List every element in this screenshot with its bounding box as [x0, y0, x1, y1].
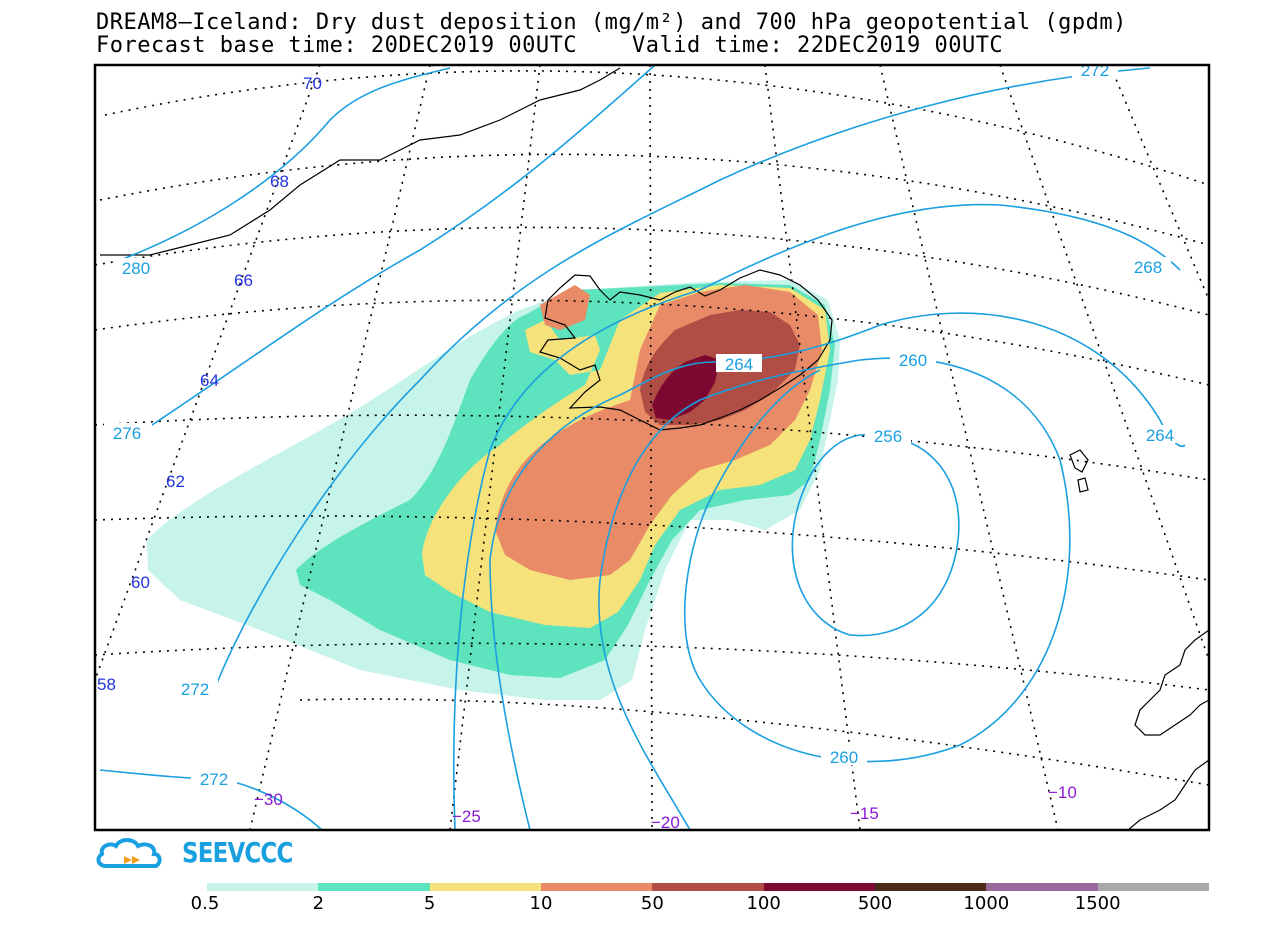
lat-label-62: 62 — [166, 472, 185, 491]
dust-band-100 — [652, 355, 720, 420]
contour-label-260-north: 260 — [899, 351, 927, 370]
graticule — [95, 65, 1209, 830]
map-title: DREAM8–Iceland: Dry dust deposition (mg/… — [96, 10, 1127, 35]
longitude-label-group: −30 −25 −20 −15 −10 — [254, 783, 1077, 832]
contour-256 — [791, 433, 960, 637]
legend-label: 2 — [312, 893, 325, 914]
contour-260 — [598, 357, 1071, 830]
contour-label-276: 276 — [113, 424, 141, 443]
dust-band-10-nw — [540, 285, 590, 330]
legend-label: 1000 — [963, 893, 1010, 914]
lon-label-30: −30 — [254, 790, 283, 809]
lon-label-20: −20 — [651, 813, 680, 832]
contour-label-256: 256 — [874, 427, 902, 446]
color-legend-bar — [207, 883, 1209, 891]
norway-coast — [1134, 629, 1209, 736]
lat-label-68: 68 — [270, 172, 289, 191]
meridian-25 — [449, 65, 541, 830]
contour-280 — [114, 67, 451, 263]
norway-south-coast — [1127, 759, 1209, 830]
legend-swatch — [986, 883, 1098, 891]
cloud-arrow-logo-icon — [96, 838, 162, 868]
meridian-30 — [249, 65, 431, 830]
contour-label-272-south: 272 — [200, 770, 228, 789]
legend-swatch — [207, 883, 319, 891]
legend-label: 50 — [640, 893, 664, 914]
contour-label-264-center: 264 — [725, 355, 753, 374]
lat-label-58: 58 — [97, 675, 116, 694]
lon-label-15: −15 — [850, 804, 879, 823]
legend-label: 1500 — [1074, 893, 1121, 914]
logo-text: SEEVCCC — [182, 836, 293, 869]
map-frame — [93, 63, 1211, 832]
contour-276 — [151, 65, 656, 426]
legend-swatch — [540, 883, 653, 891]
contour-label-268: 268 — [1134, 258, 1162, 277]
legend-label: 10 — [529, 893, 553, 914]
legend-swatch — [763, 883, 875, 891]
contour-label-264-east: 264 — [1146, 426, 1174, 445]
legend-label: 0.5 — [190, 893, 220, 914]
lat-label-60: 60 — [131, 573, 150, 592]
meridian-15 — [764, 65, 861, 830]
latitude-label-group: 70 68 66 64 62 60 58 — [97, 74, 322, 694]
contour-label-280: 280 — [122, 259, 150, 278]
lon-label-10: −10 — [1048, 783, 1077, 802]
meridian-10 — [879, 65, 1059, 830]
contour-label-272-west: 272 — [181, 680, 209, 699]
faroe-islands — [1069, 449, 1089, 493]
legend-swatch — [318, 883, 430, 891]
greenland-coast — [100, 67, 621, 256]
meridian-5 — [999, 65, 1209, 661]
contour-264 — [489, 312, 1186, 830]
lat-label-64: 64 — [200, 371, 219, 390]
map-subtitle: Forecast base time: 20DEC2019 00UTC Vali… — [96, 33, 1004, 58]
lat-label-66: 66 — [234, 271, 253, 290]
contour-272-top — [214, 67, 1151, 689]
legend-swatch — [1097, 883, 1209, 891]
lon-label-25: −25 — [452, 807, 481, 826]
legend-swatch — [652, 883, 764, 891]
legend-label: 500 — [857, 893, 893, 914]
contour-label-260-south: 260 — [830, 748, 858, 767]
geopotential-contours — [99, 65, 1186, 830]
legend-swatch — [429, 883, 541, 891]
legend-swatch — [874, 883, 987, 891]
legend-label: 5 — [423, 893, 436, 914]
legend-label: 100 — [746, 893, 781, 914]
meridian-35 — [95, 65, 321, 681]
lat-label-70: 70 — [303, 74, 322, 93]
contour-268 — [452, 203, 1181, 830]
